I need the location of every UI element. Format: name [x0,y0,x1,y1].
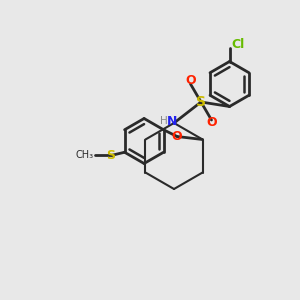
Text: N: N [167,115,178,128]
Text: O: O [172,130,182,143]
Text: S: S [106,149,115,162]
Text: CH₃: CH₃ [76,150,94,160]
Text: Cl: Cl [231,38,244,52]
Text: O: O [185,74,196,88]
Text: H: H [160,116,167,127]
Text: S: S [196,95,206,109]
Text: O: O [206,116,217,130]
